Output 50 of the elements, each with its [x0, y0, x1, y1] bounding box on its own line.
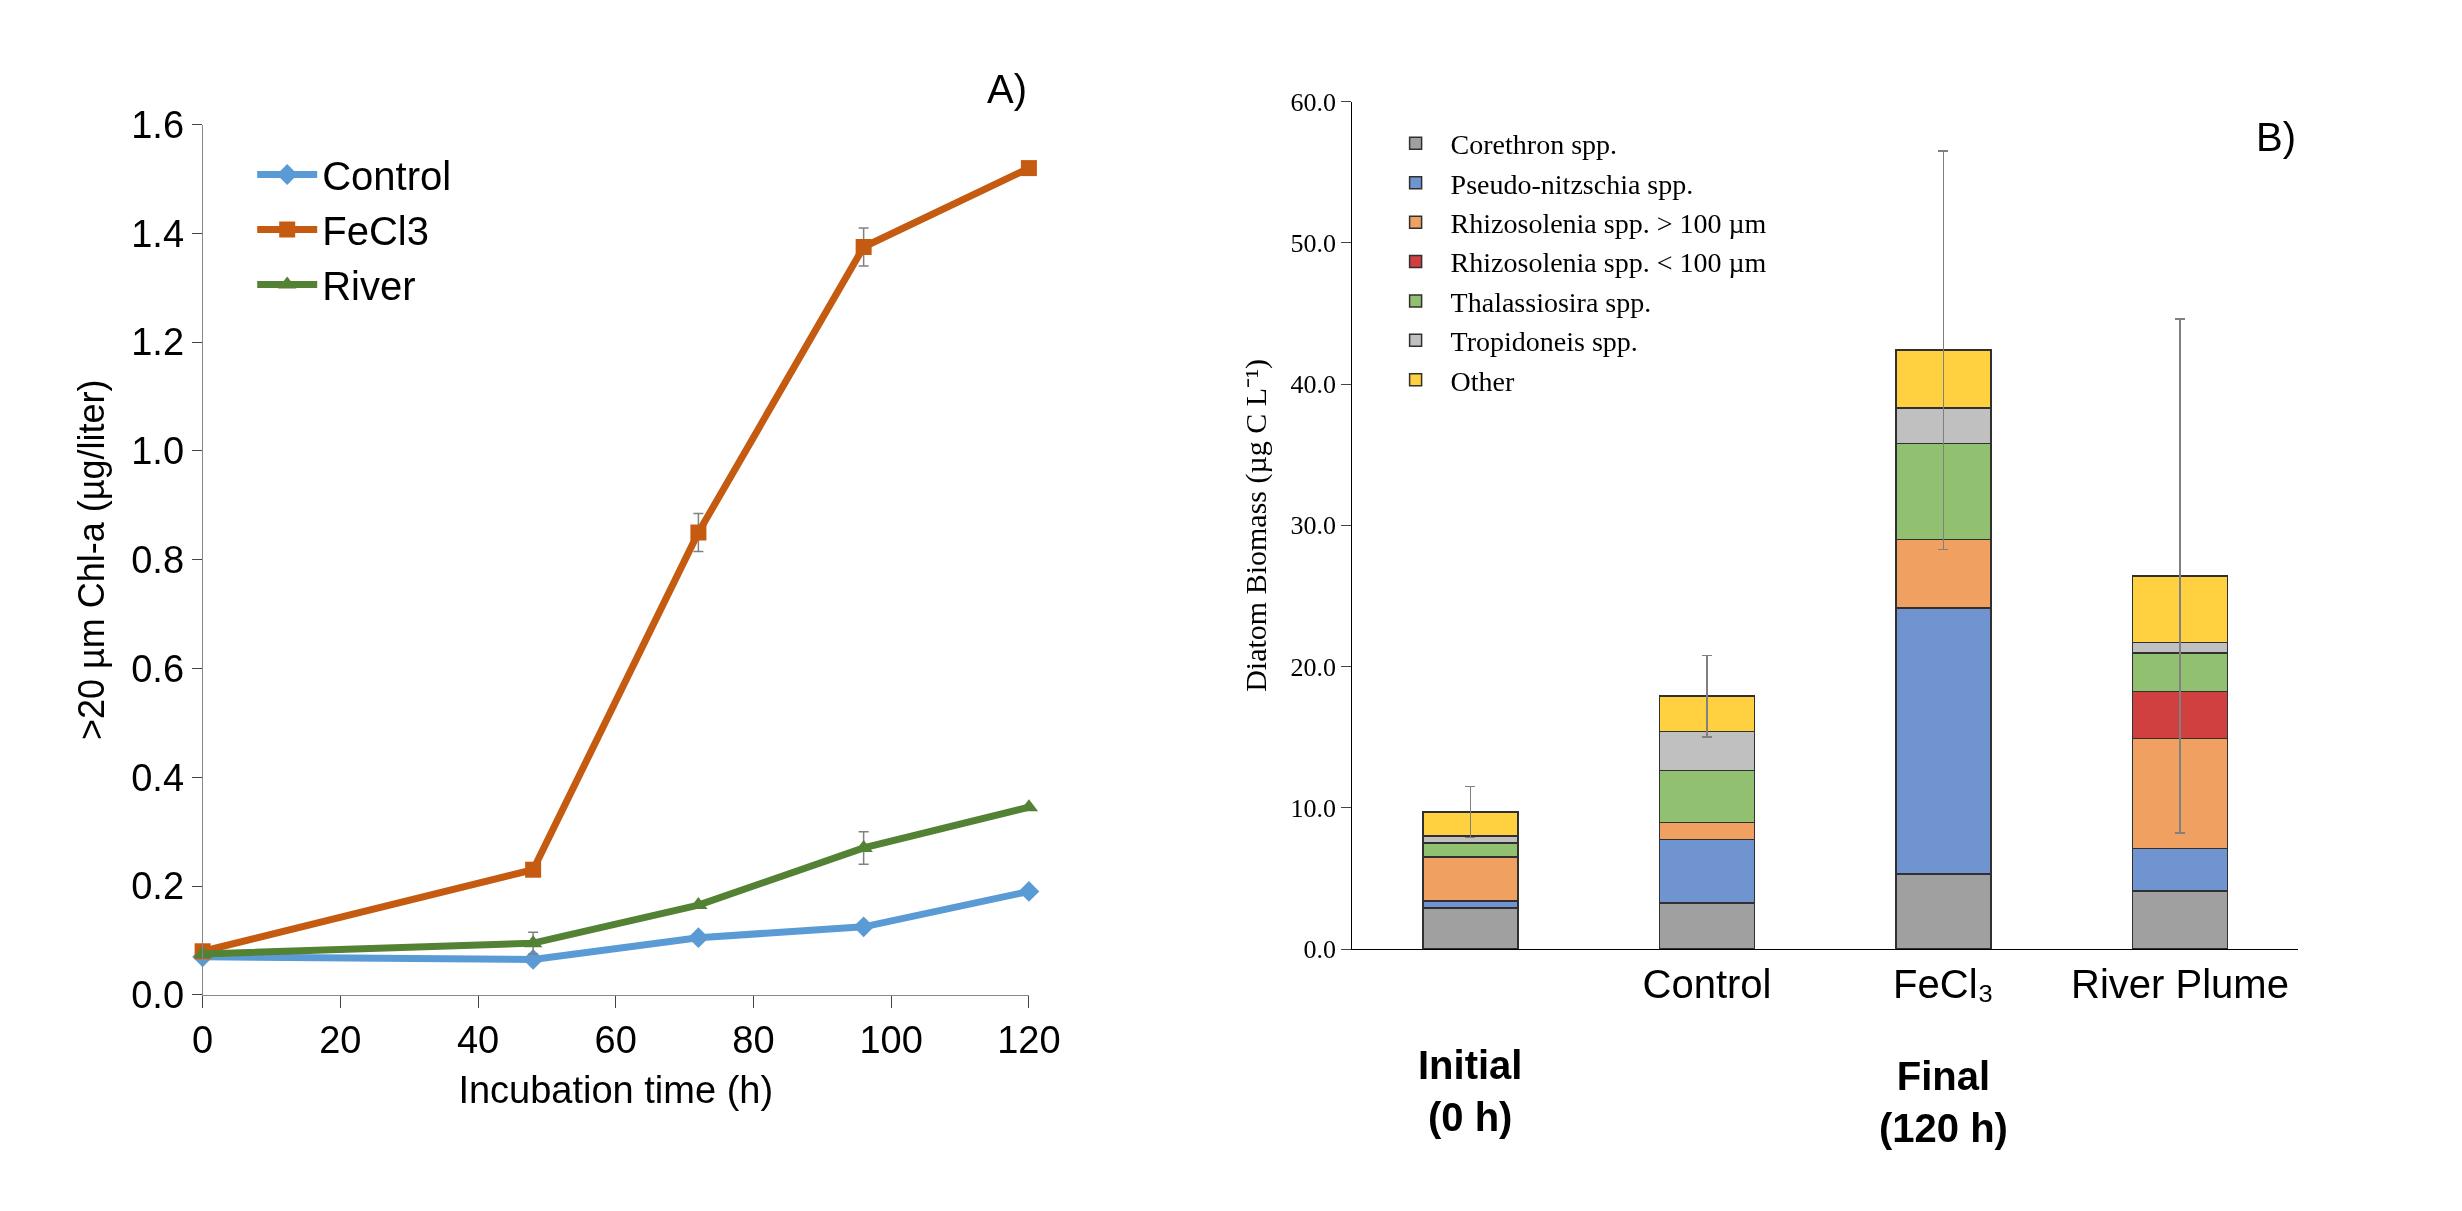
y-tick-label: 1.0 — [131, 430, 185, 473]
point — [690, 524, 707, 541]
y-tick-label: 0.4 — [131, 756, 185, 799]
legend-label: Tropidoneis spp. — [1450, 326, 1638, 358]
legend-label: Rhizosolenia spp. < 100 µm — [1450, 247, 1767, 279]
x-tick-label: 20 — [319, 1019, 362, 1062]
y-tick-label: 30.0 — [1290, 511, 1337, 541]
point — [853, 916, 875, 938]
text: Final (120 h) — [1879, 1054, 2008, 1150]
x-tick-label: 0 — [192, 1019, 214, 1062]
x-tick-label: 120 — [997, 1019, 1061, 1062]
legend-label: Pseudo-nitzschia spp. — [1450, 168, 1694, 200]
y-tick-label: 1.2 — [131, 321, 185, 364]
point — [687, 927, 709, 949]
y-tick-label: 40.0 — [1290, 370, 1337, 400]
point — [1020, 160, 1037, 177]
legend-label: Other — [1450, 365, 1516, 397]
legend-label: Corethron spp. — [1450, 129, 1618, 161]
y-tick-label: 0.8 — [131, 539, 185, 581]
y-tick-label: 0.6 — [131, 647, 185, 690]
x-tick-label: 80 — [732, 1019, 775, 1062]
x-tick-label: FeCl₃ — [1893, 962, 1994, 1006]
x-tick-label: Control — [1642, 962, 1772, 1006]
text: A) — [987, 67, 1027, 111]
y-tick-label: 0.0 — [1303, 935, 1337, 965]
y-tick-label: 20.0 — [1290, 652, 1337, 682]
text: Initial (0 h) — [1418, 1043, 1523, 1139]
y-tick-label: 1.6 — [131, 103, 185, 146]
y-tick-label: 0.2 — [131, 865, 185, 908]
point — [1018, 881, 1040, 902]
y-tick-label: 0.0 — [131, 974, 185, 1017]
legend-label: FeCl3 — [322, 209, 429, 254]
x-tick-label: River Plume — [2071, 962, 2289, 1006]
y-tick-label: 10.0 — [1290, 793, 1337, 823]
y-tick-label: 50.0 — [1290, 229, 1337, 259]
x-tick-label: 40 — [456, 1019, 500, 1062]
y-tick-label: 60.0 — [1290, 87, 1337, 117]
point — [855, 238, 872, 255]
x-tick-label: 60 — [594, 1019, 637, 1062]
x-axis-title: Incubation time (h) — [458, 1068, 774, 1111]
y-axis-title: >20 µm Chl-a (µg/liter) — [71, 379, 113, 740]
x-tick-label: 100 — [859, 1019, 923, 1062]
legend-label: Thalassiosira spp. — [1450, 286, 1652, 318]
y-tick-label: 1.4 — [131, 212, 185, 255]
point — [525, 861, 542, 878]
annotation: B) — [2256, 115, 2296, 159]
legend-label: River — [322, 264, 416, 309]
y-axis-title: Diatom Biomass (µg C L⁻¹) — [1238, 358, 1273, 692]
legend-label: Control — [322, 154, 452, 199]
legend-label: Rhizosolenia spp. > 100 µm — [1450, 208, 1767, 240]
